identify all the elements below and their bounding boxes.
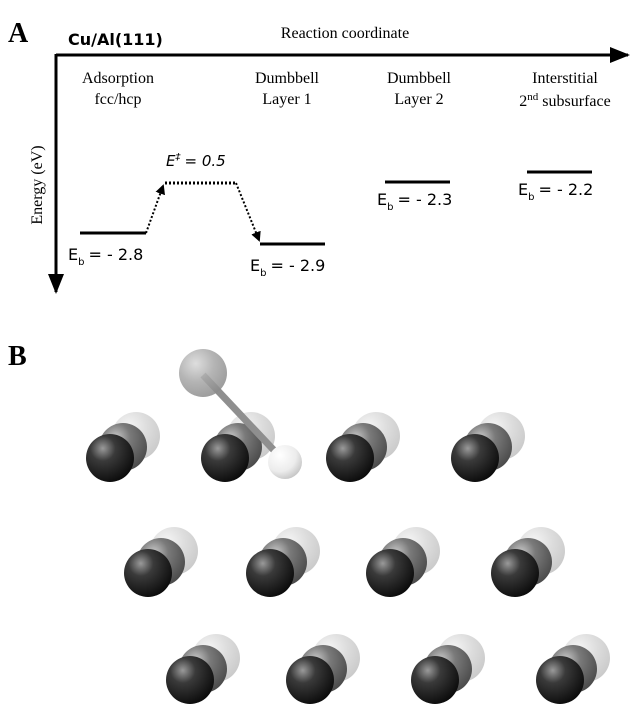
- energy-label: Eb = - 2.3: [377, 190, 452, 213]
- atom: [179, 349, 227, 397]
- atom: [124, 549, 172, 597]
- path-arrow: [146, 186, 163, 233]
- text: = - 2.2: [538, 180, 593, 199]
- state-name: Interstitial: [532, 70, 598, 87]
- symbol: E: [377, 190, 387, 209]
- subscript: b: [260, 268, 266, 279]
- barrier-label: E‡= 0.5: [166, 152, 226, 170]
- text: = 0.5: [184, 152, 225, 170]
- text: 2: [519, 93, 527, 110]
- atom: [411, 656, 459, 704]
- state-name: Layer 2: [394, 91, 443, 108]
- superscript: nd: [527, 91, 539, 103]
- atom: [286, 656, 334, 704]
- system-label: Cu/Al(111): [68, 30, 163, 49]
- state-name: fcc/hcp: [94, 91, 141, 108]
- atom: [201, 434, 249, 482]
- text: = - 2.8: [88, 245, 143, 264]
- energy-label: Eb = - 2.2: [518, 180, 593, 203]
- atom: [268, 445, 302, 479]
- panel-label: B: [8, 341, 27, 372]
- energy-label: Eb = - 2.9: [250, 256, 325, 279]
- atom: [246, 549, 294, 597]
- subscript: b: [387, 202, 393, 213]
- subscript: b: [78, 257, 84, 268]
- atom: [166, 656, 214, 704]
- subscript: b: [528, 192, 534, 203]
- symbol: E: [518, 180, 528, 199]
- x-axis-label: Reaction coordinate: [281, 25, 409, 42]
- state-name: Adsorption: [82, 70, 154, 87]
- state-name: Dumbbell: [387, 70, 452, 87]
- atom-model: [86, 349, 610, 704]
- atom: [86, 434, 134, 482]
- path-arrow: [236, 183, 259, 240]
- atom: [326, 434, 374, 482]
- symbol: E: [68, 245, 78, 264]
- atom: [366, 549, 414, 597]
- symbol: E: [250, 256, 260, 275]
- figure: A Cu/Al(111) Reaction coordinate Energy …: [0, 0, 631, 709]
- text: = - 2.3: [397, 190, 452, 209]
- energy-label: Eb = - 2.8: [68, 245, 143, 268]
- y-axis-label: Energy (eV): [29, 145, 46, 224]
- state-name: Dumbbell: [255, 70, 320, 87]
- text: subsurface: [538, 93, 610, 110]
- atom: [536, 656, 584, 704]
- panel-label: A: [8, 18, 29, 49]
- state-name: 2nd subsurface: [519, 91, 610, 110]
- state-name: Layer 1: [262, 91, 311, 108]
- atom: [491, 549, 539, 597]
- text: = - 2.9: [270, 256, 325, 275]
- superscript: ‡: [174, 152, 181, 163]
- atom: [451, 434, 499, 482]
